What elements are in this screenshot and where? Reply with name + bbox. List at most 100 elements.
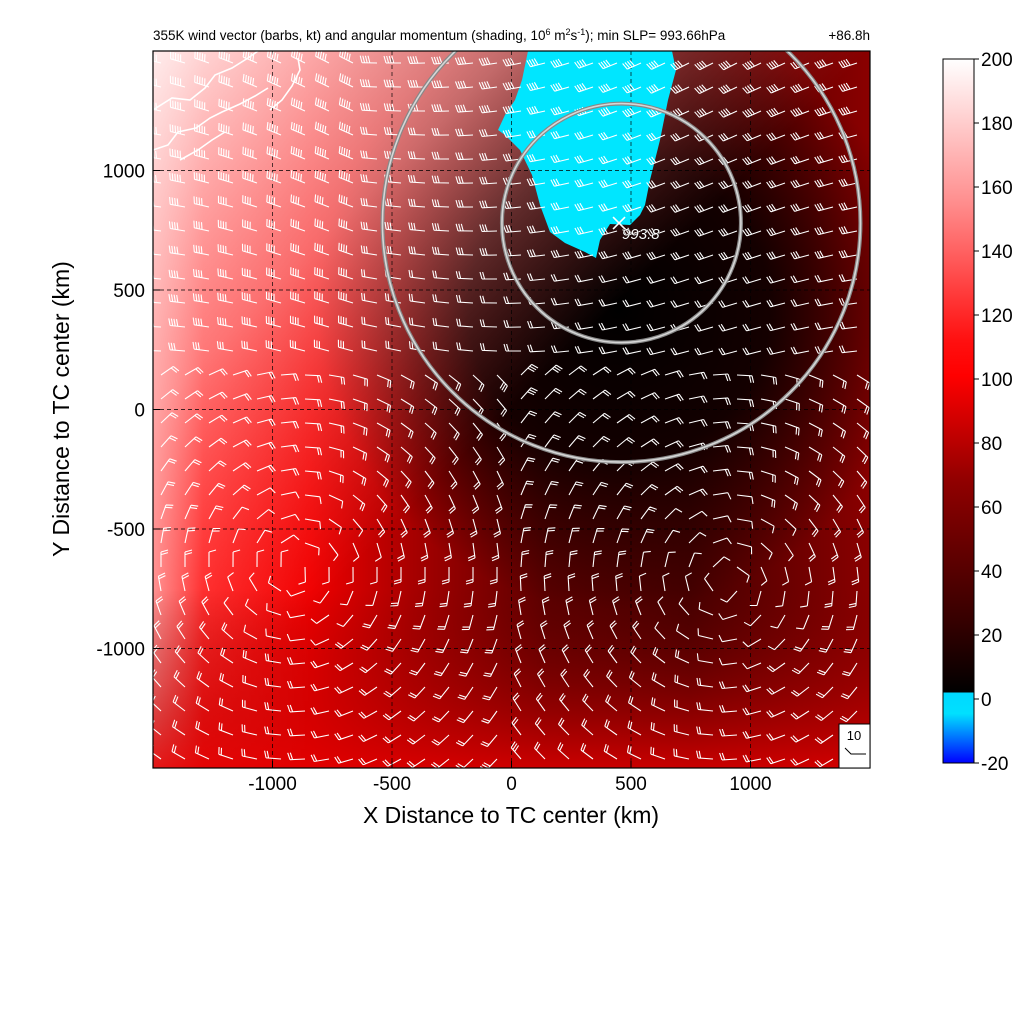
- wind-barb: [256, 395, 276, 403]
- wind-barb: [194, 51, 210, 64]
- wind-barb-path: [736, 398, 755, 408]
- wind-barb-path: [218, 697, 234, 712]
- wind-barb: [838, 226, 858, 235]
- wind-barb-path: [544, 527, 556, 544]
- wind-barb: [696, 653, 714, 664]
- wind-barb-path: [712, 444, 732, 453]
- wind-barb: [383, 686, 402, 698]
- wind-barb: [384, 293, 402, 304]
- wind-barb: [790, 179, 810, 189]
- wind-barb: [168, 269, 186, 280]
- wind-barb-path: [169, 124, 186, 136]
- wind-barb: [790, 346, 810, 355]
- wind-barb: [664, 463, 684, 472]
- wind-barb-path: [582, 693, 594, 712]
- wind-barb: [718, 323, 738, 332]
- wind-barb-path: [314, 73, 330, 88]
- wind-barb-path: [491, 542, 500, 562]
- wind-barb-path: [638, 572, 647, 592]
- wind-barb: [646, 276, 666, 284]
- wind-barb-path: [334, 732, 354, 741]
- wind-barb-path: [550, 82, 570, 92]
- wind-barb: [535, 692, 546, 712]
- wind-barb-path: [184, 436, 203, 448]
- wind-barb-path: [407, 127, 426, 136]
- wind-barb: [338, 267, 354, 280]
- wind-barb-path: [289, 315, 306, 328]
- wind-barb: [534, 717, 546, 736]
- wind-barb: [266, 146, 282, 160]
- wind-barb-path: [479, 758, 498, 768]
- wind-barb-path: [592, 528, 605, 544]
- wind-barb-path: [423, 518, 431, 538]
- wind-barb: [694, 180, 714, 190]
- wind-barb: [568, 388, 587, 400]
- wind-barb: [664, 370, 684, 378]
- wind-barb: [688, 552, 702, 568]
- wind-barb-path: [502, 81, 522, 91]
- wind-barb: [622, 251, 642, 260]
- wind-barb-path: [184, 527, 196, 544]
- wind-barb: [369, 567, 378, 585]
- wind-barb-path: [673, 748, 690, 760]
- wind-barb: [646, 299, 666, 308]
- wind-barb: [290, 291, 306, 304]
- wind-barb: [155, 596, 164, 616]
- wind-barb: [290, 242, 306, 256]
- wind-barb-path: [314, 315, 330, 328]
- wind-barb: [784, 470, 799, 486]
- wind-barb: [484, 638, 498, 654]
- wind-barb-path: [232, 369, 252, 378]
- wind-barb: [814, 758, 834, 768]
- wind-barb: [286, 610, 306, 619]
- wind-barb: [304, 542, 320, 556]
- wind-barb: [160, 549, 169, 567]
- wind-barb: [503, 343, 521, 352]
- wind-barb: [455, 734, 474, 747]
- wind-barb-path: [338, 218, 354, 232]
- wind-barb-path: [390, 590, 402, 607]
- coastline: [153, 51, 301, 161]
- wind-barb: [796, 614, 810, 630]
- wind-barb-path: [376, 398, 392, 413]
- x-tick-label: 500: [615, 774, 647, 795]
- wind-barb: [652, 646, 666, 664]
- wind-barb-path: [374, 542, 382, 562]
- wind-barb: [550, 345, 570, 354]
- wind-barb-path: [448, 494, 456, 514]
- wind-barb: [670, 228, 690, 237]
- wind-barb: [664, 393, 684, 402]
- wind-barb-path: [670, 347, 690, 356]
- wind-barb: [280, 468, 300, 476]
- wind-barb: [640, 550, 651, 568]
- wind-barb-path: [408, 269, 426, 280]
- wind-barb-path: [334, 662, 354, 672]
- colorbar-tick-label: 20: [981, 626, 1002, 647]
- wind-barb: [208, 527, 221, 544]
- wind-barb: [290, 121, 306, 136]
- wind-barb: [489, 567, 498, 585]
- wind-barb-path: [808, 422, 823, 438]
- wind-barb: [463, 590, 474, 608]
- wind-barb-path: [194, 51, 210, 64]
- wind-barb-path: [760, 374, 778, 385]
- wind-barb: [646, 204, 666, 213]
- wind-barb-path: [526, 58, 546, 68]
- wind-barb-path: [743, 614, 762, 627]
- wind-barb: [838, 345, 858, 354]
- wind-barb: [178, 596, 187, 616]
- wind-barb: [502, 81, 522, 91]
- wind-barb-path: [242, 73, 258, 88]
- wind-barb: [376, 446, 391, 463]
- wind-barb-path: [160, 549, 169, 567]
- wind-barb-path: [168, 318, 186, 328]
- wind-barb: [432, 341, 450, 352]
- wind-barb: [400, 518, 408, 538]
- wind-barb: [688, 465, 708, 474]
- wind-barb-path: [519, 573, 528, 592]
- wind-barb: [439, 590, 450, 608]
- wind-barb: [360, 221, 378, 232]
- wind-barb-path: [328, 542, 339, 562]
- wind-barb: [328, 422, 345, 434]
- wind-barb: [384, 221, 402, 232]
